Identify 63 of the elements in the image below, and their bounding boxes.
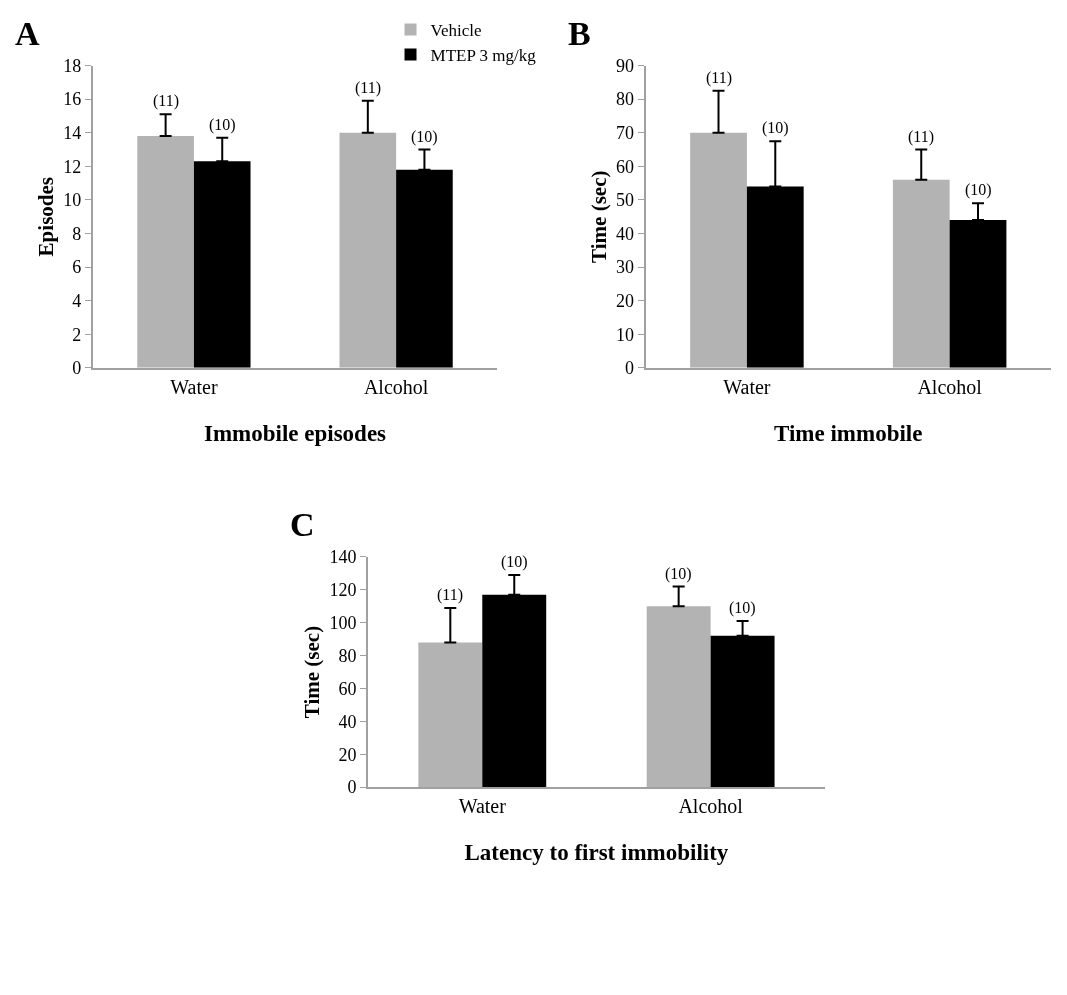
bar: [646, 606, 711, 788]
y-tick-label: 80: [615, 89, 634, 110]
y-axis-title: Time (sec): [586, 170, 611, 263]
annotation: (11): [706, 69, 733, 87]
y-tick-label: 100: [329, 613, 357, 634]
y-tick-label: 20: [615, 290, 634, 311]
y-axis-title: Time (sec): [300, 625, 325, 719]
y-tick-label: 70: [615, 123, 634, 144]
y-tick-label: 40: [338, 711, 357, 732]
annotation: (10): [209, 116, 236, 134]
y-tick-label: 60: [615, 156, 634, 177]
y-tick-label: 10: [63, 190, 82, 211]
y-tick-label: 0: [347, 777, 357, 798]
legend-label: Vehicle: [430, 21, 482, 41]
x-tick-label: Alcohol: [363, 375, 429, 398]
y-tick-label: 80: [338, 645, 357, 666]
annotation: (10): [965, 181, 992, 199]
annotation: (10): [411, 128, 438, 146]
y-tick-label: 8: [72, 223, 82, 244]
y-tick-label: 16: [63, 89, 82, 110]
x-tick-label: Alcohol: [917, 375, 983, 398]
y-tick-label: 20: [338, 744, 357, 765]
annotation: (11): [355, 79, 382, 97]
x-axis-title: Latency to first immobility: [464, 840, 729, 866]
y-tick-label: 90: [615, 55, 634, 76]
y-tick-label: 18: [63, 55, 82, 76]
y-tick-label: 4: [72, 290, 82, 311]
y-tick-label: 0: [624, 358, 634, 379]
x-tick-label: Water: [458, 795, 507, 818]
y-tick-label: 40: [615, 223, 634, 244]
chart-title: A: [15, 15, 40, 52]
annotation: (11): [437, 586, 464, 604]
bar: [339, 132, 397, 368]
bar: [418, 642, 483, 788]
y-tick-label: 140: [329, 547, 357, 568]
y-tick-label: 30: [615, 257, 634, 278]
bar: [137, 136, 194, 368]
x-tick-label: Water: [170, 375, 218, 398]
y-tick-label: 60: [338, 678, 357, 699]
y-tick-label: 14: [63, 123, 82, 144]
y-tick-label: 10: [615, 324, 634, 345]
chart-title: C: [290, 506, 315, 543]
x-tick-label: Water: [723, 375, 771, 398]
y-tick-label: 2: [72, 324, 82, 345]
annotation: (10): [665, 565, 692, 583]
bar: [892, 179, 950, 368]
x-axis-title: Time immobile: [774, 420, 923, 446]
legend-label: MTEP 3 mg/kg: [430, 46, 537, 66]
y-axis-title: Episodes: [33, 177, 58, 257]
y-tick-label: 12: [63, 156, 82, 177]
bar: [690, 132, 747, 368]
y-tick-label: 50: [615, 190, 634, 211]
annotation: (11): [153, 92, 180, 110]
y-tick-label: 120: [329, 580, 357, 601]
y-tick-label: 0: [72, 358, 82, 379]
annotation: (10): [729, 599, 756, 617]
chart-title: B: [568, 15, 591, 52]
annotation: (10): [501, 553, 528, 571]
x-axis-title: Immobile episodes: [203, 420, 387, 446]
y-tick-label: 6: [72, 257, 82, 278]
x-tick-label: Alcohol: [678, 795, 744, 818]
annotation: (11): [908, 128, 935, 146]
annotation: (10): [762, 119, 789, 137]
